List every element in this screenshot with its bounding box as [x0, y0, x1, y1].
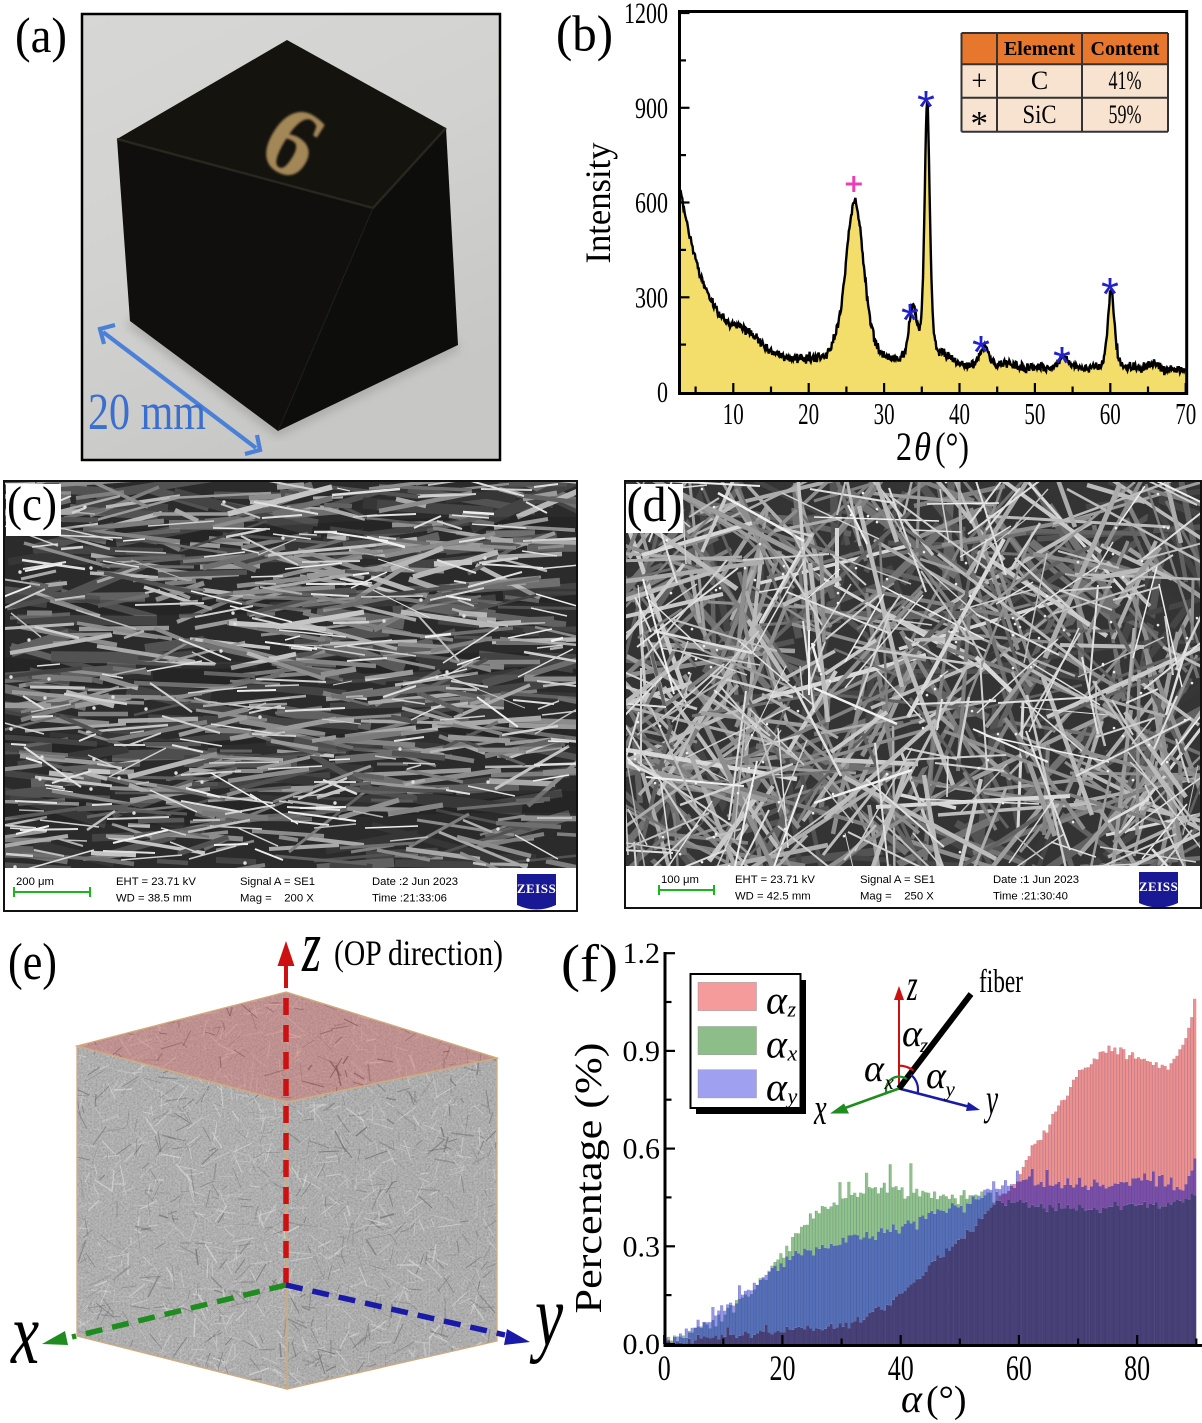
svg-text:(°): (°) [935, 424, 969, 469]
svg-text:x: x [10, 1285, 39, 1383]
svg-text:300: 300 [635, 281, 668, 314]
svg-text:fiber: fiber [979, 964, 1023, 1000]
svg-text:y: y [529, 1267, 564, 1365]
svg-text:z: z [301, 905, 321, 988]
svg-text:Mag = 250 X: Mag = 250 X [860, 891, 934, 903]
svg-text:z: z [919, 1033, 928, 1057]
svg-text:*: * [1101, 268, 1119, 320]
svg-text:Time :21:30:40: Time :21:30:40 [993, 891, 1068, 903]
svg-text:EHT = 23.71 kV: EHT = 23.71 kV [116, 876, 196, 888]
svg-text:SiC: SiC [1023, 100, 1057, 129]
svg-text:(a): (a) [15, 7, 67, 63]
svg-text:(e): (e) [8, 934, 57, 991]
svg-text:y: y [786, 1084, 798, 1109]
svg-text:30: 30 [874, 396, 895, 431]
svg-text:*: * [917, 81, 935, 133]
svg-text:0.0: 0.0 [623, 1328, 661, 1361]
svg-text:Intensity: Intensity [578, 143, 618, 264]
svg-text:α: α [766, 977, 788, 1022]
svg-text:(OP direction): (OP direction) [334, 933, 503, 973]
svg-text:60: 60 [1100, 396, 1121, 431]
svg-text:α: α [902, 1013, 923, 1055]
svg-text:59%: 59% [1109, 100, 1142, 129]
svg-text:40: 40 [888, 1348, 914, 1388]
svg-text:*: * [901, 294, 919, 346]
svg-text:40: 40 [949, 396, 970, 431]
svg-text:20: 20 [769, 1348, 795, 1388]
svg-text:Mag = 200 X: Mag = 200 X [240, 893, 314, 905]
svg-text:41%: 41% [1109, 66, 1142, 95]
svg-text:1200: 1200 [624, 0, 668, 30]
svg-text:WD = 42.5 mm: WD = 42.5 mm [735, 891, 811, 903]
svg-text:*: * [971, 104, 989, 143]
svg-text:+: + [971, 66, 987, 97]
svg-text:(b): (b) [556, 7, 613, 63]
svg-text:1.2: 1.2 [623, 937, 661, 970]
svg-text:(°): (°) [926, 1379, 967, 1421]
svg-text:900: 900 [635, 92, 668, 125]
svg-text:50: 50 [1024, 396, 1045, 431]
svg-text:ZEISS: ZEISS [517, 881, 556, 896]
svg-text:Date :2 Jun 2023: Date :2 Jun 2023 [372, 876, 458, 888]
svg-text:z: z [787, 996, 797, 1021]
svg-text:y: y [983, 1074, 999, 1123]
svg-text:α: α [864, 1048, 885, 1090]
svg-text:0: 0 [657, 376, 668, 409]
svg-text:α: α [926, 1055, 947, 1097]
svg-text:Element: Element [1004, 38, 1075, 60]
svg-text:20 mm: 20 mm [88, 384, 206, 441]
svg-text:C: C [1031, 66, 1048, 95]
svg-text:Percentage (%): Percentage (%) [568, 1043, 610, 1314]
svg-text:EHT = 23.71 kV: EHT = 23.71 kV [735, 874, 815, 886]
svg-text:0.9: 0.9 [623, 1035, 661, 1068]
svg-text:*: * [1053, 337, 1071, 389]
svg-text:20: 20 [798, 396, 819, 431]
svg-text:Signal A = SE1: Signal A = SE1 [860, 874, 935, 886]
svg-text:z: z [906, 960, 917, 1009]
svg-text:600: 600 [635, 187, 668, 220]
svg-text:(d): (d) [627, 476, 683, 532]
svg-text:100 μm: 100 μm [661, 874, 699, 886]
svg-text:(f): (f) [561, 935, 618, 993]
svg-text:0: 0 [658, 1348, 671, 1388]
svg-text:θ: θ [914, 424, 931, 469]
svg-text:200 μm: 200 μm [16, 876, 54, 888]
svg-text:x: x [813, 1084, 826, 1134]
svg-text:0.6: 0.6 [623, 1133, 661, 1166]
svg-text:2: 2 [896, 424, 912, 469]
svg-text:WD = 38.5 mm: WD = 38.5 mm [116, 893, 192, 905]
svg-text:α: α [901, 1376, 923, 1421]
svg-text:Signal A = SE1: Signal A = SE1 [240, 876, 315, 888]
svg-text:60: 60 [1006, 1348, 1032, 1388]
svg-text:80: 80 [1124, 1348, 1150, 1388]
svg-text:Time :21:33:06: Time :21:33:06 [372, 893, 447, 905]
svg-text:α: α [766, 1065, 788, 1110]
svg-text:*: * [972, 326, 990, 378]
svg-text:70: 70 [1175, 396, 1196, 431]
svg-text:y: y [944, 1077, 956, 1101]
svg-text:x: x [787, 1041, 798, 1066]
svg-text:Date :1 Jun 2023: Date :1 Jun 2023 [993, 874, 1079, 886]
svg-text:Content: Content [1091, 38, 1160, 60]
svg-text:0.3: 0.3 [623, 1230, 661, 1263]
svg-text:ZEISS: ZEISS [1139, 879, 1178, 894]
svg-text:x: x [884, 1070, 895, 1094]
svg-text:10: 10 [723, 396, 744, 431]
svg-text:(c): (c) [7, 476, 57, 531]
svg-text:α: α [766, 1022, 788, 1067]
